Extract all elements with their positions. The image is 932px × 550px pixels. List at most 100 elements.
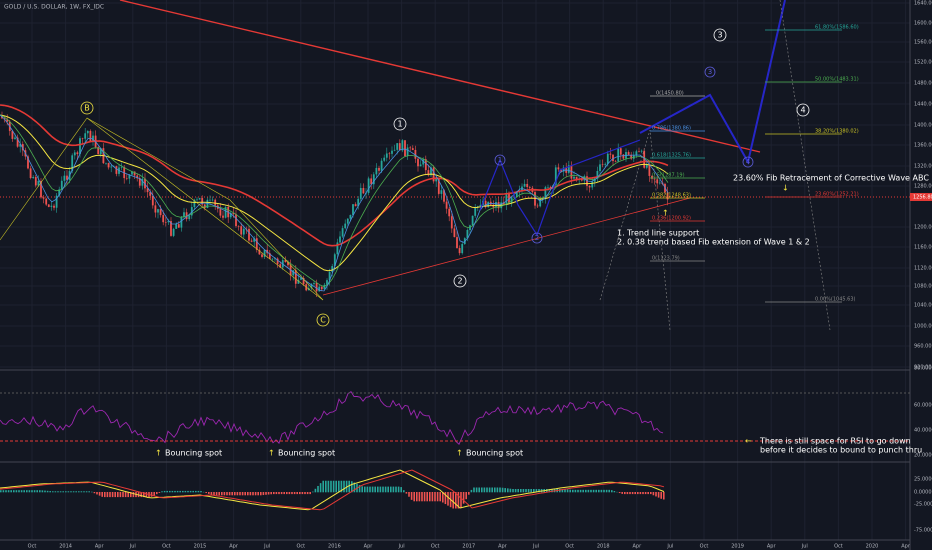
- candle-body: [523, 183, 526, 187]
- candle-body: [437, 178, 440, 194]
- candle-body: [666, 192, 669, 200]
- macd-hist: [143, 492, 145, 498]
- candle-body: [32, 177, 35, 178]
- macd-hist: [483, 487, 486, 493]
- candle-body: [609, 153, 612, 155]
- candle-body: [180, 217, 183, 228]
- macd-hist: [538, 489, 540, 493]
- candle-body: [92, 135, 94, 142]
- annotation: before it decides to bound to punch thru: [760, 446, 922, 455]
- macd-hist: [587, 489, 590, 493]
- candle-body: [458, 248, 461, 254]
- candle-body: [79, 138, 81, 155]
- macd-hist: [647, 492, 649, 495]
- candle-body: [271, 258, 274, 260]
- macd-hist: [65, 491, 67, 493]
- macd-hist: [465, 492, 467, 500]
- candle-body: [37, 180, 40, 186]
- candle-body: [89, 130, 92, 142]
- candle-body: [209, 199, 211, 201]
- wave-label: 3: [717, 31, 722, 40]
- candle-body: [396, 143, 399, 150]
- rsi-tick: 40.0000: [914, 428, 932, 434]
- candle-body: [466, 229, 469, 239]
- macd-hist: [296, 492, 298, 495]
- candle-body: [333, 254, 336, 267]
- moving-average: [0, 114, 669, 288]
- macd-hist: [548, 489, 551, 493]
- macd-hist: [184, 490, 187, 493]
- time-tick: 2020: [866, 544, 879, 550]
- candle-body: [232, 212, 235, 215]
- candle-body: [297, 279, 300, 284]
- macd-hist: [436, 492, 439, 502]
- wave-circle: [393, 117, 407, 131]
- time-tick: Jul: [666, 544, 673, 550]
- candle-body: [177, 224, 180, 228]
- macd-hist: [434, 492, 436, 502]
- macd-hist: [221, 492, 223, 496]
- candle-body: [58, 189, 61, 196]
- candle-body: [76, 152, 79, 155]
- candle-body: [47, 204, 50, 207]
- macd-hist: [119, 492, 122, 498]
- candle-body: [440, 190, 443, 194]
- candle-body: [170, 221, 172, 236]
- macd-hist: [158, 492, 161, 493]
- candle-body: [131, 171, 133, 175]
- price-tick: 1600.00: [914, 21, 932, 27]
- macd-hist: [418, 492, 421, 502]
- fib-label: 0.618(1325.76): [652, 153, 691, 159]
- macd-hist: [626, 492, 629, 495]
- candle-body: [554, 167, 557, 186]
- candle-body: [136, 175, 139, 179]
- macd-hist: [509, 488, 512, 493]
- candle-body: [528, 187, 531, 188]
- candle-body: [612, 154, 614, 162]
- candle-body: [419, 164, 422, 167]
- macd-hist: [213, 492, 215, 496]
- macd-hist: [88, 491, 90, 493]
- macd-hist: [488, 487, 491, 493]
- macd-hist: [85, 491, 88, 493]
- time-tick: Oct: [565, 544, 574, 550]
- candle-body: [484, 200, 487, 208]
- macd-hist: [499, 487, 501, 493]
- candle-body: [445, 201, 448, 209]
- macd-hist: [0, 490, 2, 493]
- macd-hist: [176, 490, 179, 493]
- fib-label: 0.786(1380.86): [652, 126, 691, 132]
- macd-hist: [392, 486, 395, 493]
- price-tick: 1280.00: [914, 184, 932, 190]
- candle-body: [279, 264, 282, 268]
- macd-hist: [637, 492, 639, 495]
- candle-body: [534, 192, 536, 206]
- candle-body: [461, 244, 464, 254]
- macd-hist: [644, 492, 647, 495]
- candle-body: [479, 204, 482, 207]
- macd-hist: [559, 489, 561, 493]
- macd-hist: [384, 486, 387, 493]
- macd-hist: [527, 489, 530, 493]
- candle-body: [50, 205, 53, 207]
- candle-body: [99, 148, 102, 155]
- candle-body: [146, 188, 149, 193]
- price-tick: 960.00: [914, 344, 932, 350]
- candle-body: [398, 143, 401, 151]
- arrow: ↑: [662, 209, 669, 218]
- trend-line: [322, 197, 691, 296]
- macd-hist: [421, 492, 423, 502]
- time-tick: Apr: [901, 544, 911, 550]
- macd-hist: [460, 492, 462, 509]
- candle-body: [536, 205, 539, 207]
- candle-body: [417, 158, 419, 167]
- wave-label: 2: [457, 277, 462, 286]
- macd-hist: [132, 492, 135, 498]
- macd-hist: [31, 490, 33, 493]
- macd-hist: [106, 492, 109, 498]
- macd-hist: [564, 489, 566, 493]
- macd-hist: [390, 486, 392, 493]
- candle-body: [448, 208, 451, 217]
- macd-hist: [7, 490, 10, 493]
